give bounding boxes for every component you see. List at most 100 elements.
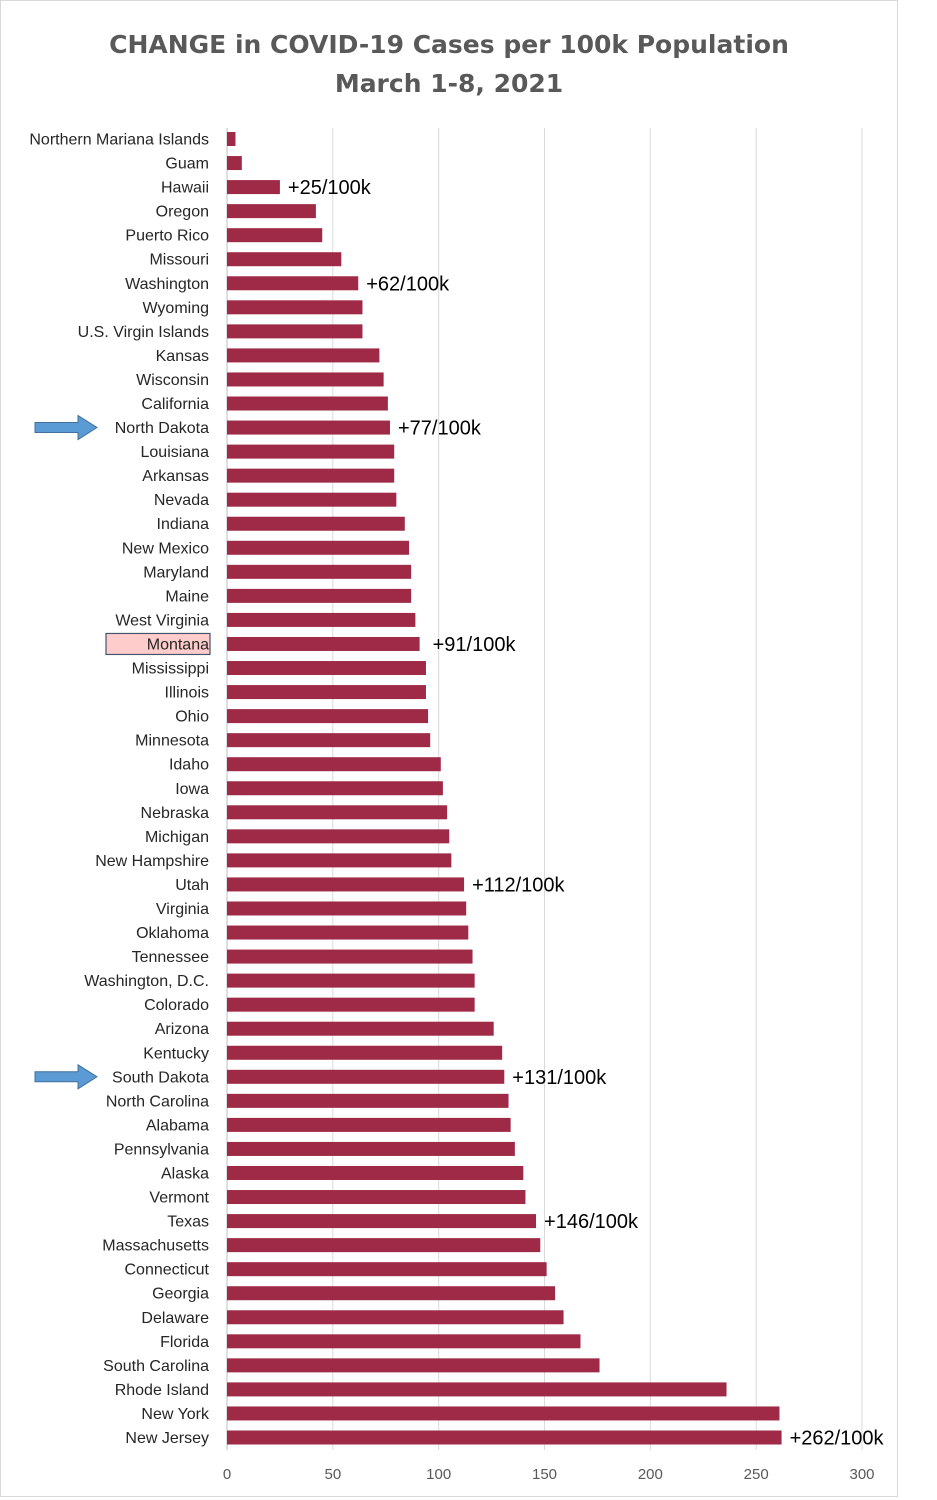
category-label: New Hampshire xyxy=(95,853,209,870)
category-label: U.S. Virgin Islands xyxy=(78,324,209,341)
bar xyxy=(227,1382,727,1397)
category-label: Delaware xyxy=(141,1310,209,1327)
category-label: California xyxy=(141,396,209,413)
category-label: Georgia xyxy=(152,1286,209,1303)
category-label: Kansas xyxy=(156,348,209,365)
category-label: Colorado xyxy=(144,997,209,1014)
bar xyxy=(227,1165,524,1180)
data-label: +62/100k xyxy=(366,273,450,295)
bar xyxy=(227,1406,780,1421)
bar xyxy=(227,612,416,627)
bar xyxy=(227,829,450,844)
x-tick-label: 100 xyxy=(426,1466,451,1483)
category-label: Indiana xyxy=(157,516,210,533)
bar xyxy=(227,444,395,459)
bar xyxy=(227,901,467,916)
bar xyxy=(227,997,475,1012)
category-label: Guam xyxy=(165,156,209,173)
category-label: Iowa xyxy=(175,781,209,798)
category-label: Wyoming xyxy=(142,300,209,317)
category-label: North Dakota xyxy=(115,420,209,437)
category-label: Idaho xyxy=(169,757,209,774)
category-label: Massachusetts xyxy=(102,1238,209,1255)
bar xyxy=(227,1334,581,1349)
category-label: Nevada xyxy=(154,492,209,509)
data-label: +77/100k xyxy=(398,418,482,440)
bar xyxy=(227,709,429,724)
arrow-icon xyxy=(34,414,98,441)
x-tick-label: 250 xyxy=(744,1466,769,1483)
category-label: Mississippi xyxy=(132,661,209,678)
bar xyxy=(227,396,388,411)
bar xyxy=(227,949,473,964)
bar xyxy=(227,805,448,820)
category-label: Maryland xyxy=(143,564,209,581)
category-label: Alaska xyxy=(161,1165,209,1182)
category-label: Kentucky xyxy=(143,1045,209,1062)
x-tick-label: 300 xyxy=(849,1466,874,1483)
bar xyxy=(227,252,342,267)
bar xyxy=(227,588,412,603)
bar xyxy=(227,925,469,940)
bar xyxy=(227,1141,515,1156)
bar xyxy=(227,757,441,772)
bar xyxy=(227,1358,600,1373)
data-label: +262/100k xyxy=(790,1428,885,1450)
category-label: Ohio xyxy=(175,709,209,726)
category-label: Pennsylvania xyxy=(114,1141,209,1158)
bar xyxy=(227,1310,564,1325)
category-label: Puerto Rico xyxy=(125,228,209,245)
category-label: West Virginia xyxy=(115,612,209,629)
category-label: New Mexico xyxy=(122,540,209,557)
category-label: Wisconsin xyxy=(136,372,209,389)
bar xyxy=(227,973,475,988)
category-label: Louisiana xyxy=(141,444,210,461)
category-label: Washington xyxy=(125,276,209,293)
bar xyxy=(227,877,465,892)
bar xyxy=(227,1069,505,1084)
category-label: Utah xyxy=(175,877,209,894)
data-label: +25/100k xyxy=(288,177,372,199)
bar xyxy=(227,156,242,171)
bar xyxy=(227,468,395,483)
category-label: Nebraska xyxy=(141,805,210,822)
x-tick-label: 50 xyxy=(324,1466,341,1483)
arrow-icon xyxy=(34,1063,98,1090)
bar xyxy=(227,685,426,700)
bar xyxy=(227,733,431,748)
highlight-box xyxy=(105,632,211,656)
category-label: Washington, D.C. xyxy=(84,973,209,990)
category-label: South Carolina xyxy=(103,1358,209,1375)
category-label: Alabama xyxy=(146,1117,209,1134)
bar xyxy=(227,324,363,339)
data-label: +146/100k xyxy=(544,1211,639,1233)
category-label: South Dakota xyxy=(112,1069,209,1086)
category-label: New Jersey xyxy=(125,1430,209,1447)
bar xyxy=(227,492,397,507)
x-tick-label: 200 xyxy=(638,1466,663,1483)
bar xyxy=(227,1238,541,1253)
category-label: New York xyxy=(141,1406,210,1423)
category-label: Arkansas xyxy=(142,468,209,485)
category-label: Rhode Island xyxy=(115,1382,209,1399)
bar xyxy=(227,1286,556,1301)
bar xyxy=(227,180,280,195)
bar xyxy=(227,1045,503,1060)
bar xyxy=(227,1190,526,1205)
data-label: +131/100k xyxy=(512,1067,607,1089)
category-label: North Carolina xyxy=(106,1093,209,1110)
category-label: Missouri xyxy=(149,252,209,269)
bar xyxy=(227,853,452,868)
bar xyxy=(227,276,359,291)
bar xyxy=(227,204,316,219)
bar xyxy=(227,636,420,651)
x-tick-label: 0 xyxy=(223,1466,231,1483)
bar xyxy=(227,1262,547,1277)
category-label: Illinois xyxy=(165,685,209,702)
category-label: Virginia xyxy=(156,901,209,918)
bar xyxy=(227,1093,509,1108)
category-label: Oklahoma xyxy=(136,925,209,942)
data-label: +112/100k xyxy=(472,874,565,896)
bar xyxy=(227,1117,511,1132)
